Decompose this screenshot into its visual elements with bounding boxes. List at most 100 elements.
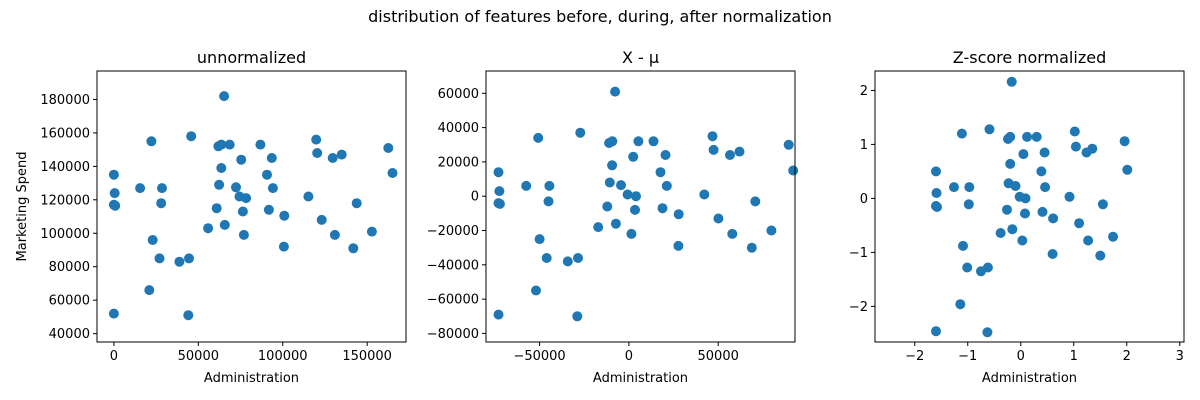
data-point — [1037, 206, 1048, 217]
data-point — [573, 253, 583, 263]
x-axis-label: Administration — [593, 371, 688, 386]
data-point — [383, 143, 394, 153]
panel-title: unnormalized — [197, 48, 306, 67]
data-point — [963, 199, 974, 210]
data-point — [255, 139, 266, 150]
y-tick-label: 180000 — [40, 93, 90, 108]
data-point — [110, 200, 121, 211]
data-point — [962, 262, 973, 273]
data-point — [543, 196, 554, 207]
data-point — [607, 160, 618, 171]
data-point — [186, 131, 197, 142]
data-point — [237, 206, 248, 217]
x-tick-label: 0 — [1017, 349, 1025, 364]
data-point — [1108, 231, 1118, 242]
data-point — [982, 327, 993, 338]
data-point — [713, 213, 724, 224]
data-point — [214, 179, 225, 190]
data-point — [316, 214, 327, 225]
data-point — [788, 165, 799, 176]
data-point — [493, 309, 504, 320]
axes-frame — [485, 70, 796, 343]
y-tick-label: 120000 — [40, 193, 90, 208]
data-point — [1070, 141, 1081, 152]
panel-title: X - μ — [622, 48, 659, 67]
data-point — [336, 149, 347, 160]
x-tick-label: −50000 — [513, 349, 565, 364]
data-point — [1048, 213, 1059, 224]
data-point — [931, 326, 941, 337]
data-point — [1047, 249, 1058, 259]
data-point — [958, 240, 968, 251]
data-point — [1018, 149, 1029, 160]
data-point — [575, 127, 586, 138]
x-tick-label: −2 — [905, 349, 924, 364]
data-point — [616, 180, 626, 191]
y-tick-label: 80000 — [49, 260, 90, 275]
data-point — [108, 308, 119, 319]
data-point — [984, 124, 995, 135]
data-point — [146, 136, 157, 147]
data-point — [534, 234, 545, 245]
data-point — [216, 139, 227, 150]
data-point — [1122, 164, 1133, 175]
data-point — [366, 226, 377, 237]
data-point — [154, 253, 165, 264]
data-point — [135, 183, 146, 194]
data-point — [1069, 126, 1080, 137]
data-point — [108, 169, 119, 180]
data-point — [531, 285, 541, 296]
data-point — [351, 198, 362, 209]
y-tick-label: 60000 — [49, 294, 90, 309]
data-point — [661, 180, 672, 191]
x-tick-label: 50000 — [698, 349, 739, 364]
data-point — [219, 219, 230, 230]
data-point — [184, 253, 194, 264]
data-point — [1036, 166, 1047, 177]
data-point — [521, 180, 532, 191]
data-point — [231, 182, 241, 193]
x-tick-label: 2 — [1123, 349, 1131, 364]
data-point — [1031, 131, 1042, 142]
data-point — [1074, 218, 1085, 229]
data-point — [622, 189, 633, 200]
data-point — [1040, 182, 1051, 193]
data-point — [1097, 199, 1108, 210]
y-tick-label: 100000 — [40, 227, 90, 242]
plot-area: −50000 0 50000 −80000 −60000 −40000 −20000 0 200… — [427, 70, 799, 364]
data-point — [544, 180, 555, 191]
y-tick-label: 2 — [860, 84, 868, 99]
data-point — [1005, 158, 1016, 169]
data-point — [602, 201, 613, 212]
data-point — [1017, 235, 1028, 246]
data-point — [949, 182, 959, 193]
data-point — [109, 188, 120, 199]
data-point — [626, 228, 637, 239]
y-tick-label: 40000 — [438, 121, 479, 136]
y-tick-label: 0 — [860, 192, 868, 207]
data-point — [262, 169, 272, 180]
data-point — [648, 136, 659, 147]
data-point — [655, 167, 666, 178]
x-tick-label: 50000 — [178, 349, 219, 364]
data-point — [766, 225, 777, 236]
data-point — [610, 86, 621, 97]
data-point — [278, 241, 289, 252]
data-point — [312, 148, 323, 158]
data-point — [932, 202, 942, 212]
x-tick-label: 1 — [1070, 349, 1078, 364]
figure-suptitle: distribution of features before, during,… — [368, 7, 832, 26]
data-point — [329, 229, 340, 240]
data-point — [219, 91, 230, 102]
data-point — [541, 253, 552, 263]
data-point — [267, 183, 278, 194]
data-point — [238, 229, 249, 240]
x-axis-label: Administration — [204, 371, 299, 386]
data-point — [157, 183, 167, 194]
data-point — [1087, 143, 1098, 154]
panel-centered: X - μ Administration −50000 0 50000−80000−… — [427, 48, 799, 386]
x-tick-label: 150000 — [342, 349, 392, 364]
y-tick-label: −40000 — [427, 258, 479, 273]
data-point — [1005, 131, 1016, 142]
